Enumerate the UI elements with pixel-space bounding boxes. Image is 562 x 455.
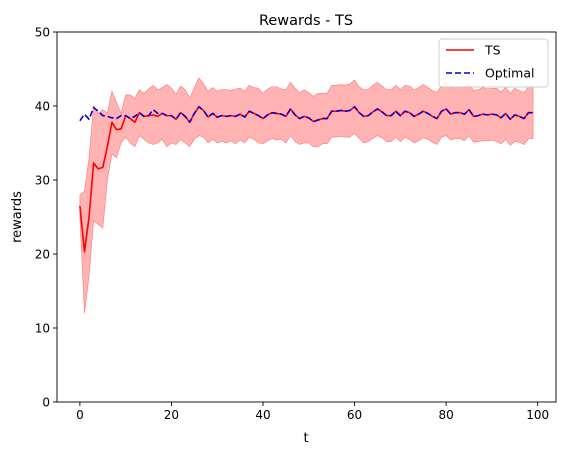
x-tick-label: 0 xyxy=(76,408,84,422)
legend-label-ts: TS xyxy=(484,43,501,58)
y-tick-label: 20 xyxy=(35,247,50,261)
legend: TS Optimal xyxy=(439,39,548,87)
y-tick-label: 10 xyxy=(35,321,50,335)
y-tick-label: 30 xyxy=(35,173,50,187)
legend-label-optimal: Optimal xyxy=(485,66,534,81)
x-axis-label: t xyxy=(303,431,308,446)
x-tick-label: 40 xyxy=(255,408,270,422)
x-tick-label: 80 xyxy=(438,408,453,422)
y-tick-label: 40 xyxy=(35,99,50,113)
plot-area-frame xyxy=(57,32,556,402)
y-tick-label: 0 xyxy=(42,395,50,409)
x-tick-label: 20 xyxy=(164,408,179,422)
x-tick-label: 100 xyxy=(526,408,549,422)
y-tick-label: 50 xyxy=(35,25,50,39)
y-axis-label: rewards xyxy=(10,191,25,243)
x-tick-label: 60 xyxy=(347,408,362,422)
chart-title: Rewards - TS xyxy=(259,13,353,29)
